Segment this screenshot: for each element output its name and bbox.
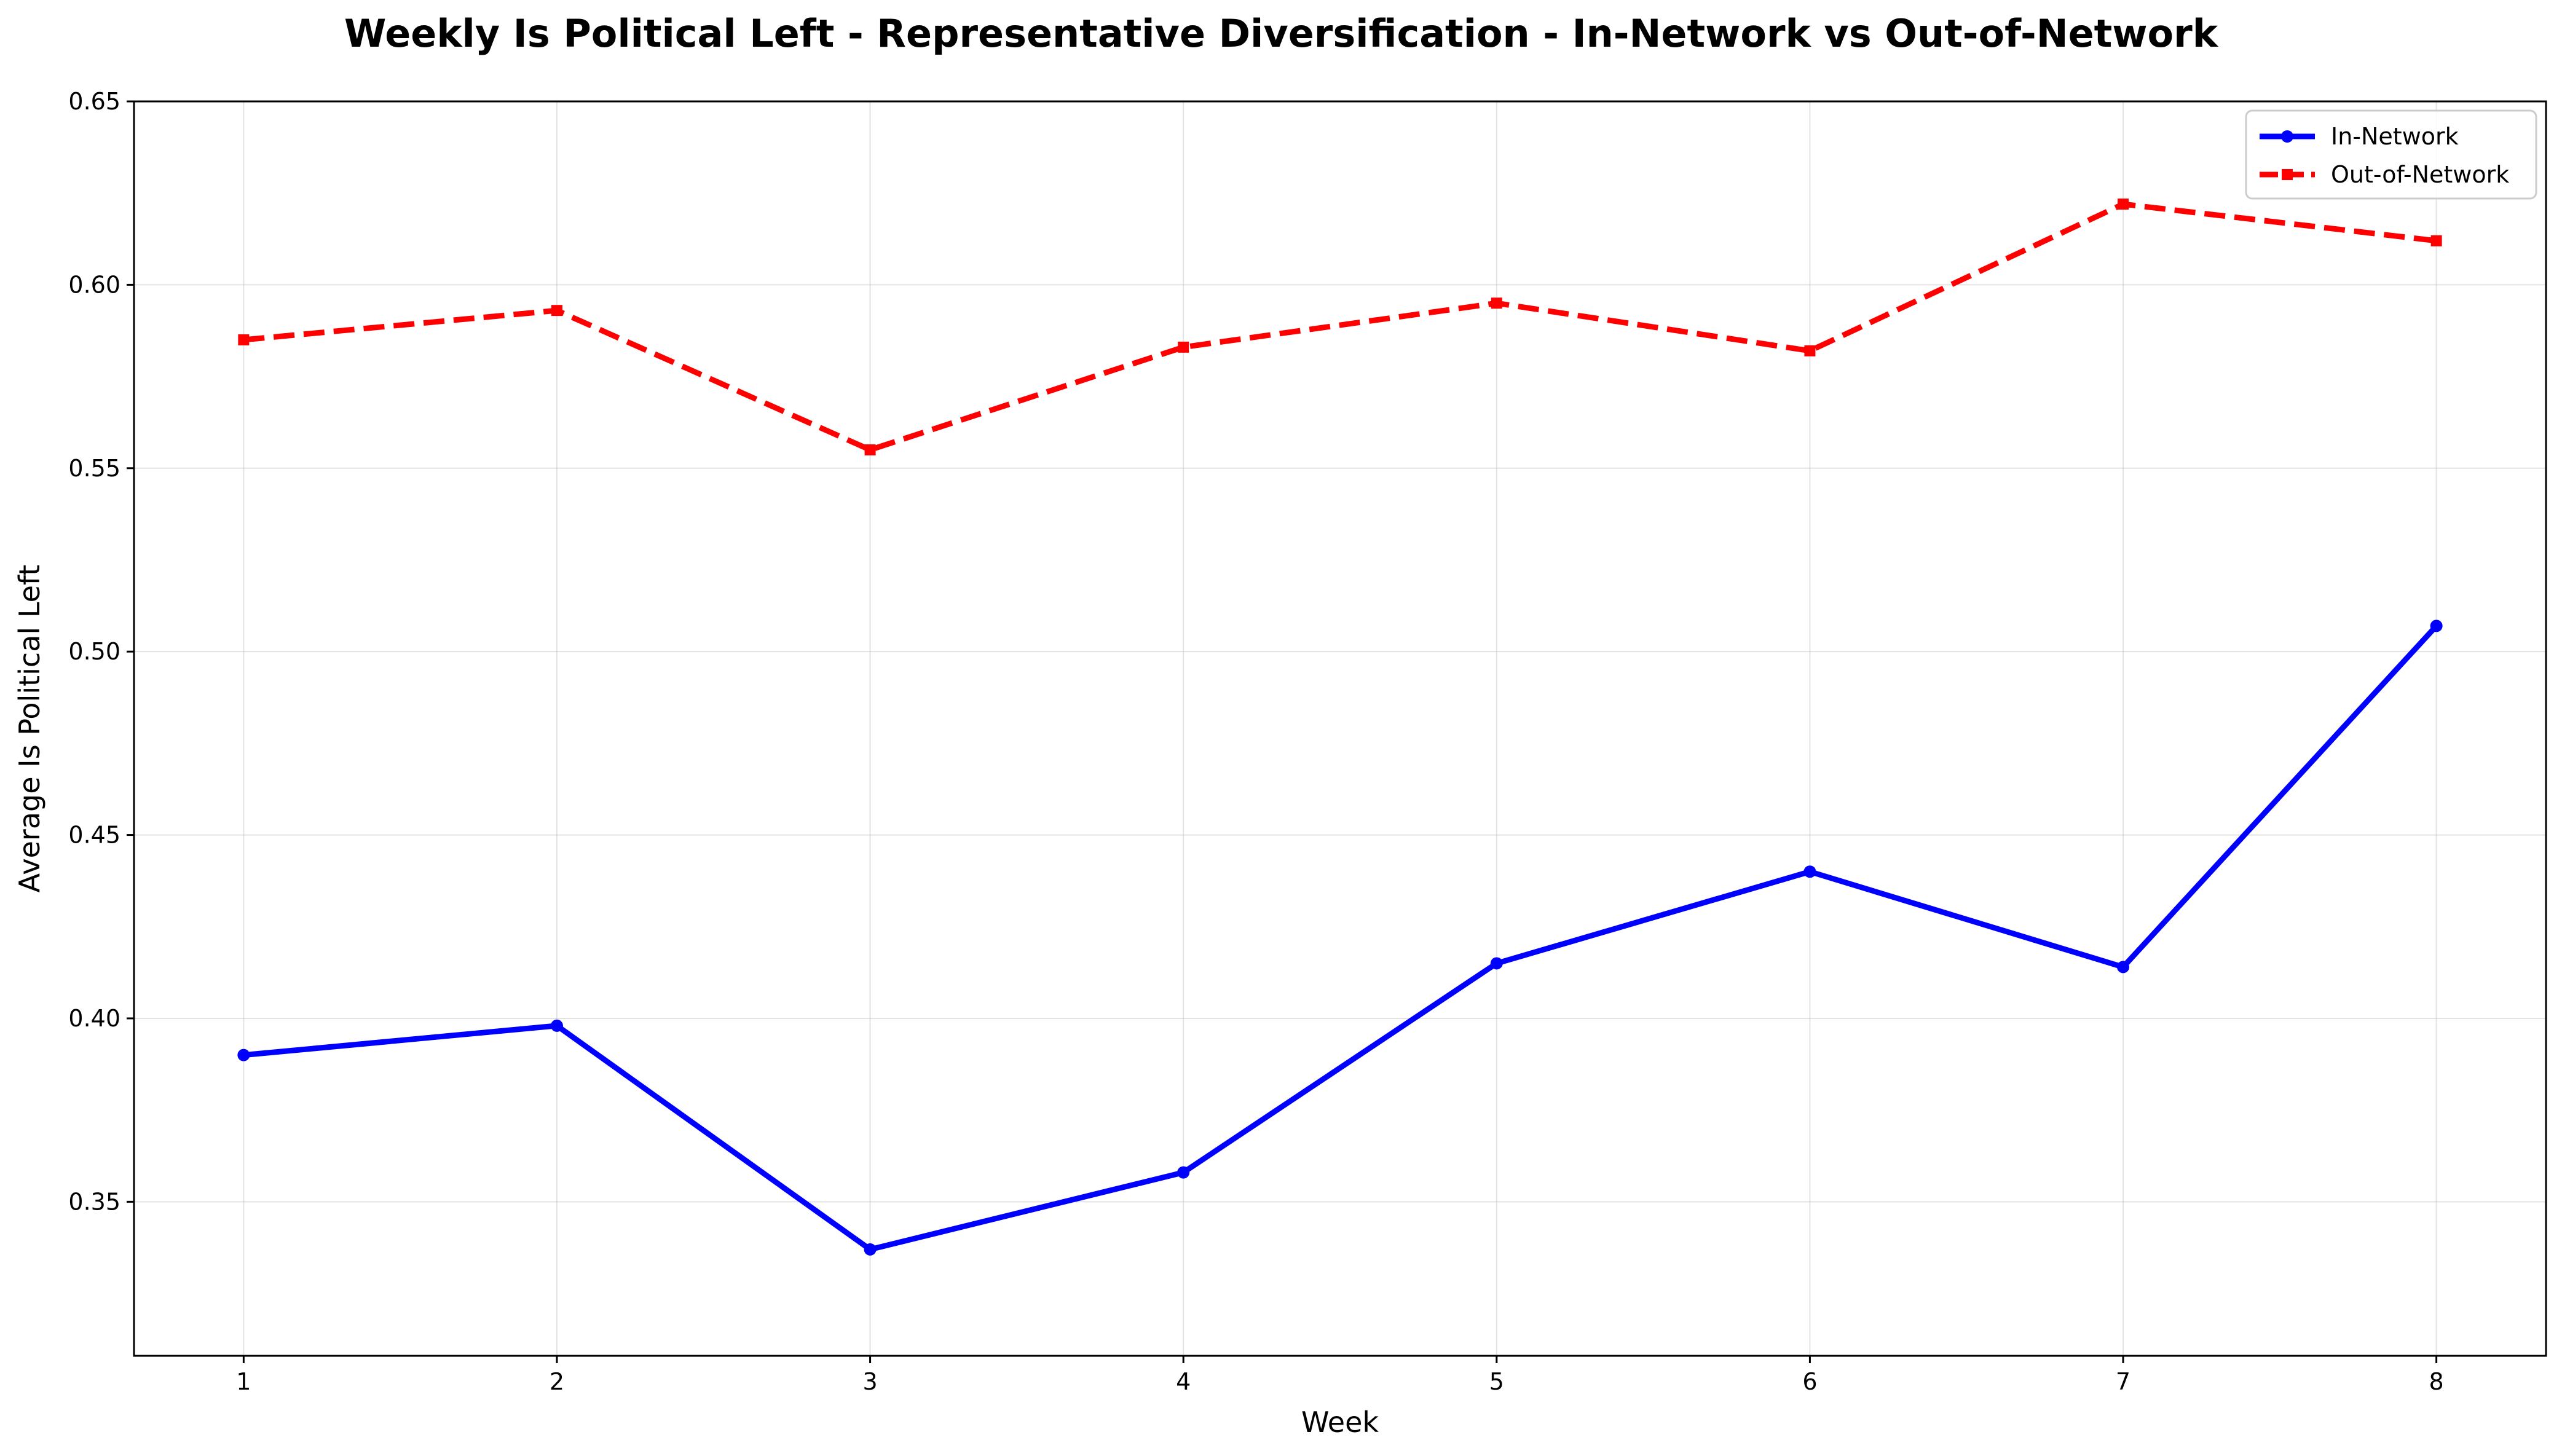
data-point bbox=[2430, 620, 2443, 632]
data-point bbox=[1491, 297, 1502, 309]
y-tick-label: 0.45 bbox=[68, 822, 120, 849]
y-tick-label: 0.65 bbox=[68, 88, 120, 115]
data-point bbox=[237, 1049, 250, 1061]
data-point bbox=[1804, 345, 1816, 356]
data-point bbox=[1803, 865, 1816, 878]
plot-area-frame bbox=[133, 100, 2547, 1357]
data-point bbox=[864, 1243, 877, 1256]
data-point bbox=[1178, 341, 1189, 353]
data-point bbox=[550, 1019, 563, 1032]
legend-label: In-Network bbox=[2331, 123, 2459, 150]
y-tick-label: 0.50 bbox=[68, 638, 120, 665]
data-point bbox=[864, 444, 876, 455]
x-tick-label: 8 bbox=[2429, 1368, 2444, 1395]
legend: In-Network Out-of-Network bbox=[2245, 109, 2537, 200]
data-point bbox=[2430, 235, 2442, 246]
data-point bbox=[238, 334, 250, 345]
series-line-out-of-network bbox=[243, 201, 2437, 453]
data-point bbox=[551, 305, 562, 317]
x-tick-label: 6 bbox=[1802, 1368, 1817, 1395]
x-tick-label: 5 bbox=[1489, 1368, 1504, 1395]
legend-marker bbox=[2282, 169, 2293, 180]
x-tick-label: 2 bbox=[550, 1368, 564, 1395]
legend-box bbox=[2245, 109, 2537, 200]
y-tick-label: 0.55 bbox=[68, 455, 120, 482]
data-point bbox=[1177, 1166, 1190, 1179]
y-tick-label: 0.35 bbox=[68, 1188, 120, 1215]
series-lines bbox=[237, 199, 2443, 1256]
grid-lines bbox=[134, 101, 2546, 1356]
chart-title: Weekly Is Political Left - Representativ… bbox=[344, 11, 2218, 56]
y-tick-label: 0.40 bbox=[68, 1005, 120, 1032]
series-line-in-network bbox=[243, 624, 2438, 1253]
x-tick-label: 3 bbox=[862, 1368, 877, 1395]
legend-marker bbox=[2281, 130, 2293, 143]
x-tick-label: 1 bbox=[236, 1368, 251, 1395]
data-point bbox=[2117, 961, 2130, 974]
data-point bbox=[2118, 199, 2129, 210]
legend-label: Out-of-Network bbox=[2331, 161, 2509, 188]
axis-ticks: 1 2 3 4 5 6 7 8 0.35 0.40 0.45 0.50 0.55 0.60 0.65 bbox=[68, 88, 2443, 1395]
x-tick-label: 4 bbox=[1176, 1368, 1191, 1395]
y-axis-title: Average Is Political Left bbox=[13, 565, 46, 893]
y-tick-label: 0.60 bbox=[68, 271, 120, 298]
x-axis-title: Week bbox=[1301, 1406, 1379, 1439]
data-point bbox=[1490, 957, 1503, 970]
x-tick-label: 7 bbox=[2116, 1368, 2130, 1395]
